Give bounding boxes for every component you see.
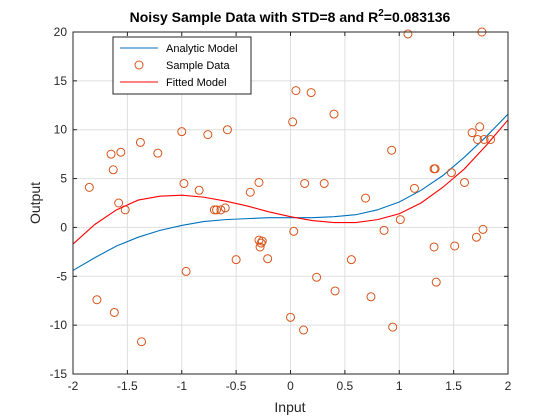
sample-data-point bbox=[446, 168, 456, 178]
sample-data-point bbox=[222, 125, 232, 135]
sample-data-point bbox=[475, 122, 485, 132]
sample-data-point bbox=[153, 148, 163, 158]
sample-data-point bbox=[299, 325, 309, 335]
sample-data-point bbox=[486, 134, 496, 144]
sample-data-point bbox=[179, 178, 189, 188]
chart-title-superscript: 2 bbox=[378, 8, 384, 19]
sample-data-point bbox=[203, 130, 213, 140]
legend-box bbox=[112, 36, 252, 95]
sample-data-point bbox=[109, 307, 119, 317]
sample-data-point bbox=[288, 117, 298, 127]
analytic-model-line bbox=[72, 113, 509, 271]
sample-data-point bbox=[177, 127, 187, 137]
y-tick-label: 10 bbox=[54, 123, 68, 137]
sample-data-point bbox=[216, 205, 226, 215]
sample-data-point bbox=[220, 203, 230, 213]
sample-data-point bbox=[387, 145, 397, 155]
sample-data-point bbox=[194, 185, 204, 195]
sample-data-point bbox=[478, 224, 488, 234]
sample-data-point bbox=[256, 238, 266, 248]
chart-title-tail: =0.083136 bbox=[384, 9, 451, 25]
y-axis-label: Output bbox=[27, 182, 43, 224]
sample-data-point bbox=[114, 198, 124, 208]
sample-data-point bbox=[395, 215, 405, 225]
sample-data-point bbox=[291, 86, 301, 96]
sample-data-point bbox=[388, 322, 398, 332]
sample-data-point bbox=[467, 128, 477, 138]
sample-data-point bbox=[330, 286, 340, 296]
sample-data-point bbox=[346, 255, 356, 265]
sample-data-point bbox=[84, 182, 94, 192]
sample-data-point bbox=[403, 29, 413, 39]
sample-data-point bbox=[306, 88, 316, 98]
sample-data-point bbox=[429, 242, 439, 252]
y-tick-label: 5 bbox=[60, 172, 67, 186]
y-tick-label: 20 bbox=[54, 25, 68, 39]
data-layer bbox=[72, 27, 509, 347]
legend-label-fitted-model: Fitted Model bbox=[166, 77, 227, 89]
sample-data-point bbox=[106, 149, 116, 159]
legend-label-sample-data: Sample Data bbox=[166, 60, 230, 72]
x-tick-label: 0.5 bbox=[337, 379, 354, 393]
legend-label-analytic-model: Analytic Model bbox=[166, 43, 238, 55]
x-tick-label: 1.5 bbox=[445, 379, 462, 393]
sample-data-point bbox=[319, 178, 329, 188]
y-tick-label: 0 bbox=[60, 220, 67, 234]
sample-data-point bbox=[116, 147, 126, 157]
chart-title: Noisy Sample Data with STD=8 and R2=0.08… bbox=[130, 8, 451, 25]
sample-data-point bbox=[231, 255, 241, 265]
x-axis-label: Input bbox=[274, 399, 305, 415]
sample-data-point bbox=[379, 225, 389, 235]
sample-data-point bbox=[479, 134, 489, 144]
x-tick-label: -0.5 bbox=[226, 379, 247, 393]
sample-data-point bbox=[108, 165, 118, 175]
legend: Analytic Model Sample Data Fitted Model bbox=[112, 36, 252, 95]
legend-swatch-sample-data bbox=[134, 60, 144, 70]
sample-data-point bbox=[135, 137, 145, 147]
x-tick-label: 1 bbox=[396, 379, 403, 393]
sample-data-point bbox=[254, 177, 264, 187]
sample-data-point bbox=[289, 226, 299, 236]
sample-data-point bbox=[92, 295, 102, 305]
sample-data-point bbox=[450, 241, 460, 251]
sample-data-point bbox=[263, 254, 273, 264]
sample-data-point bbox=[286, 312, 295, 322]
y-tick-label: -5 bbox=[56, 269, 67, 283]
y-tick-label: 15 bbox=[54, 74, 68, 88]
x-tick-label: -1.5 bbox=[117, 379, 138, 393]
x-tick-label: 0 bbox=[287, 379, 294, 393]
sample-data-point bbox=[361, 193, 371, 203]
sample-data-point bbox=[366, 292, 376, 302]
sample-data-point bbox=[430, 164, 440, 174]
tick-layer: -2 -1.5 -1 -0.5 0 0.5 1 1.5 2 -15 -10 -5 0 5 10 15 20 bbox=[50, 25, 512, 393]
sample-data-point bbox=[137, 337, 147, 347]
sample-data-point bbox=[329, 109, 339, 119]
sample-data-point bbox=[255, 242, 265, 252]
sample-data-point bbox=[431, 277, 441, 287]
y-tick-label: -10 bbox=[50, 318, 68, 332]
sample-data-point bbox=[209, 205, 219, 215]
sample-data-point bbox=[300, 178, 310, 188]
x-tick-label: -1 bbox=[176, 379, 187, 393]
sample-data-point bbox=[212, 205, 222, 215]
fitted-model-line bbox=[72, 119, 509, 245]
sample-data-point bbox=[409, 183, 419, 193]
sample-data-point bbox=[312, 272, 322, 282]
x-tick-label: 2 bbox=[505, 379, 512, 393]
x-tick-label: -2 bbox=[68, 379, 79, 393]
sample-data-point bbox=[181, 266, 191, 276]
sample-data-point bbox=[471, 232, 481, 242]
sample-data-point bbox=[460, 177, 469, 187]
chart-title-main: Noisy Sample Data with STD=8 and R bbox=[130, 9, 379, 25]
y-tick-label: -15 bbox=[50, 367, 68, 381]
sample-data-point bbox=[473, 134, 483, 144]
sample-data-point bbox=[245, 187, 255, 197]
sample-data-point bbox=[257, 236, 267, 246]
